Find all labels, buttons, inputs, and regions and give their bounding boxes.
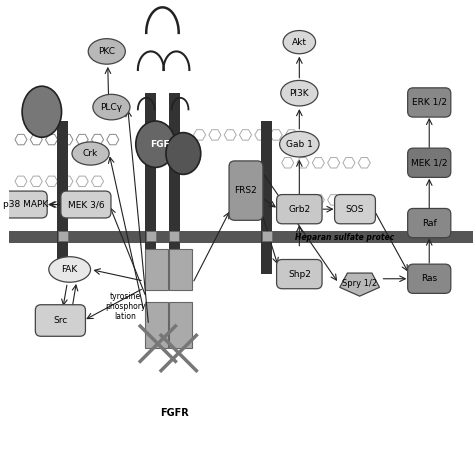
Bar	[146, 302, 168, 348]
FancyBboxPatch shape	[408, 88, 451, 117]
Text: MEK 3/6: MEK 3/6	[68, 200, 104, 209]
Ellipse shape	[22, 86, 62, 137]
Ellipse shape	[166, 133, 201, 174]
Text: PLCγ: PLCγ	[100, 102, 122, 111]
Bar	[146, 230, 156, 241]
Text: Crk: Crk	[83, 149, 98, 158]
Text: Ras: Ras	[421, 274, 438, 283]
FancyBboxPatch shape	[408, 148, 451, 177]
FancyBboxPatch shape	[408, 264, 451, 293]
Ellipse shape	[280, 131, 319, 157]
Bar	[169, 302, 191, 348]
Bar	[261, 121, 272, 274]
Text: tyrosine
phosphory
lation: tyrosine phosphory lation	[105, 292, 146, 321]
Bar	[9, 231, 474, 244]
Text: Src: Src	[53, 316, 67, 325]
Text: Shp2: Shp2	[288, 270, 311, 279]
Text: SOS: SOS	[346, 205, 364, 214]
Text: Grb2: Grb2	[288, 205, 310, 214]
Bar	[169, 93, 180, 274]
FancyBboxPatch shape	[229, 161, 263, 220]
Bar	[146, 248, 168, 291]
Bar	[169, 248, 191, 291]
Ellipse shape	[93, 94, 130, 120]
Text: Heparan sulfate protec: Heparan sulfate protec	[295, 233, 394, 241]
Text: Akt: Akt	[292, 37, 307, 46]
Text: FGF: FGF	[150, 140, 170, 149]
Ellipse shape	[49, 257, 91, 282]
FancyBboxPatch shape	[61, 191, 111, 218]
Bar	[262, 230, 272, 241]
Ellipse shape	[88, 39, 125, 64]
FancyBboxPatch shape	[408, 209, 451, 237]
Text: Raf: Raf	[422, 219, 437, 228]
Text: PKC: PKC	[98, 47, 115, 56]
Bar	[58, 230, 68, 241]
Text: MEK 1/2: MEK 1/2	[411, 158, 447, 167]
FancyBboxPatch shape	[335, 194, 375, 224]
Ellipse shape	[283, 30, 316, 54]
Bar	[169, 230, 179, 241]
Ellipse shape	[136, 121, 175, 167]
Ellipse shape	[281, 81, 318, 106]
Text: PI3K: PI3K	[290, 89, 309, 98]
Bar	[57, 121, 68, 274]
FancyBboxPatch shape	[36, 305, 85, 336]
Polygon shape	[340, 273, 380, 296]
FancyBboxPatch shape	[277, 194, 322, 224]
Text: FRS2: FRS2	[235, 186, 257, 195]
Text: Spry 1/2: Spry 1/2	[342, 279, 377, 288]
Text: p38 MAPK: p38 MAPK	[3, 200, 48, 209]
Text: Gab 1: Gab 1	[286, 140, 313, 149]
Text: FAK: FAK	[62, 265, 78, 274]
Text: ERK 1/2: ERK 1/2	[412, 98, 447, 107]
Ellipse shape	[72, 142, 109, 165]
Text: FGFR: FGFR	[160, 408, 189, 418]
FancyBboxPatch shape	[4, 191, 47, 218]
Bar	[146, 93, 156, 274]
FancyBboxPatch shape	[277, 259, 322, 289]
